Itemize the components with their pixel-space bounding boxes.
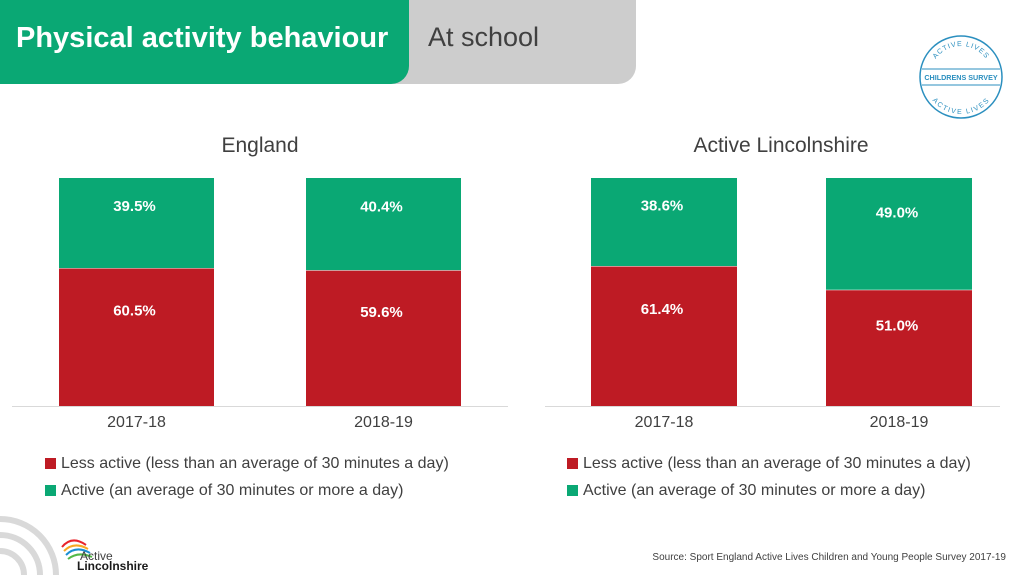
x-tick-label-2017-18: 2017-18	[635, 414, 694, 431]
legend-label-active: Active (an average of 30 minutes or more…	[61, 481, 404, 499]
bar-active-2018-19	[826, 178, 972, 290]
data-label-active-2018-19: 40.4%	[360, 199, 403, 216]
legend-swatch-less-active	[567, 458, 578, 469]
legend-label-active: Active (an average of 30 minutes or more…	[583, 481, 926, 499]
legend-item-active: Active (an average of 30 minutes or more…	[45, 477, 449, 504]
bar-less-active-2018-19	[306, 270, 461, 406]
legend-label-less-active: Less active (less than an average of 30 …	[61, 454, 449, 472]
x-tick-label-2017-18: 2017-18	[107, 414, 166, 431]
x-tick-label-2018-19: 2018-19	[354, 414, 413, 431]
badge-middle-text: CHILDRENS SURVEY	[924, 73, 998, 82]
chart-title-lincolnshire: Active Lincolnshire	[693, 134, 869, 157]
bar-active-2017-18	[591, 178, 737, 267]
bar-less-active-2017-18	[591, 266, 737, 406]
legend-item-less-active: Less active (less than an average of 30 …	[567, 450, 971, 477]
data-label-active-2017-18: 39.5%	[113, 198, 156, 215]
header-title-tab	[0, 0, 409, 84]
logo-text-active: Active	[80, 549, 113, 563]
legend-swatch-active	[567, 485, 578, 496]
page-title: Physical activity behaviour	[16, 22, 389, 54]
legend-swatch-active	[45, 485, 56, 496]
data-label-active-2018-19: 49.0%	[876, 205, 919, 222]
chart-title-england: England	[221, 134, 299, 157]
active-lives-badge-icon: ACTIVE LIVES CHILDRENS SURVEY ACTIVE LIV…	[919, 35, 1003, 119]
data-label-less-active-2017-18: 61.4%	[641, 301, 684, 318]
data-label-less-active-2017-18: 60.5%	[113, 302, 156, 319]
x-tick-label-2018-19: 2018-19	[870, 414, 929, 431]
data-label-less-active-2018-19: 59.6%	[360, 304, 403, 321]
page-subtitle: At school	[428, 22, 540, 52]
bar-active-2017-18	[59, 178, 214, 269]
logo-text-lincolnshire: Lincolnshire	[77, 559, 149, 573]
legend-item-active: Active (an average of 30 minutes or more…	[567, 477, 971, 504]
legend-label-less-active: Less active (less than an average of 30 …	[583, 454, 971, 472]
data-label-active-2017-18: 38.6%	[641, 197, 684, 214]
legend-lincolnshire: Less active (less than an average of 30 …	[567, 450, 971, 504]
bar-less-active-2017-18	[59, 268, 214, 406]
decorative-arcs-icon	[0, 516, 93, 575]
legend-swatch-less-active	[45, 458, 56, 469]
bar-active-2018-19	[306, 178, 461, 271]
active-lincolnshire-logo-icon	[61, 539, 93, 560]
source-note: Source: Sport England Active Lives Child…	[652, 552, 1006, 563]
data-label-less-active-2018-19: 51.0%	[876, 318, 919, 335]
legend-item-less-active: Less active (less than an average of 30 …	[45, 450, 449, 477]
bar-less-active-2018-19	[826, 289, 972, 406]
legend-england: Less active (less than an average of 30 …	[45, 450, 449, 504]
